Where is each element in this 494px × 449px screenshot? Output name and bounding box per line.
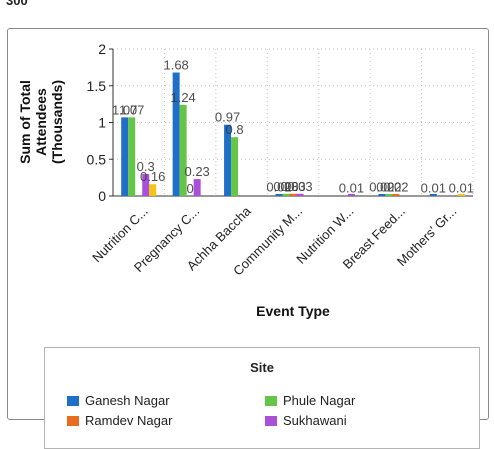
bar bbox=[296, 193, 304, 196]
data-label: 1.07 bbox=[119, 102, 144, 117]
data-label: 0.02 bbox=[383, 180, 408, 195]
data-label: 1.68 bbox=[163, 58, 188, 73]
y-axis-title-line: Attendees bbox=[33, 88, 49, 156]
legend-label: Phule Nagar bbox=[283, 393, 356, 408]
data-label: 0 bbox=[187, 181, 194, 196]
legend-swatch bbox=[265, 416, 277, 426]
legend: Site Ganesh Nagar Phule Nagar Ramdev Nagar… bbox=[44, 347, 480, 449]
x-axis-title: Event Type bbox=[256, 303, 330, 319]
y-tick-label: 0 bbox=[98, 188, 106, 204]
bar bbox=[289, 193, 297, 196]
bar bbox=[121, 117, 129, 196]
data-label: 0.3 bbox=[137, 159, 155, 174]
bar bbox=[378, 194, 386, 196]
bar bbox=[149, 184, 157, 196]
bar bbox=[429, 194, 437, 196]
data-label: 1.07 bbox=[112, 102, 137, 117]
legend-label: Ramdev Nagar bbox=[85, 413, 173, 428]
bar bbox=[231, 137, 239, 196]
data-label: 0.02 bbox=[266, 180, 291, 195]
y-tick-label: 2 bbox=[98, 41, 106, 57]
data-label: 0.8 bbox=[226, 122, 244, 137]
legend-title: Site bbox=[250, 360, 274, 375]
legend-swatch bbox=[67, 396, 79, 406]
data-label: 0.03 bbox=[273, 179, 298, 194]
bar bbox=[282, 193, 290, 196]
legend-label: Ganesh Nagar bbox=[85, 393, 170, 408]
y-tick-label: 1 bbox=[98, 115, 106, 131]
y-tick-label: 1.5 bbox=[87, 78, 107, 94]
data-label: 0.01 bbox=[339, 180, 364, 195]
data-label: 1.24 bbox=[170, 90, 195, 105]
bar bbox=[179, 104, 187, 196]
data-label: 0.01 bbox=[421, 180, 446, 195]
legend-item: Ganesh Nagar bbox=[67, 393, 170, 409]
legend-item: Sukhawani bbox=[265, 413, 347, 429]
bar bbox=[224, 124, 232, 196]
data-label: 0.01 bbox=[449, 180, 474, 195]
data-label: 0.97 bbox=[215, 110, 240, 125]
data-label: 0.16 bbox=[140, 169, 165, 184]
legend-label: Sukhawani bbox=[283, 413, 347, 428]
bar bbox=[172, 72, 180, 196]
y-axis-title: Sum of TotalAttendees(Thousands) bbox=[17, 80, 65, 164]
bar bbox=[193, 179, 201, 196]
bar bbox=[142, 173, 150, 196]
y-tick-label: 0.5 bbox=[87, 151, 107, 167]
bar bbox=[275, 194, 283, 196]
legend-swatch bbox=[265, 396, 277, 406]
bar-chart: 0 0.5 1 1.5 2 1.071.07 0.30.16 1.68 1.24 0.23 0 0.9… bbox=[17, 41, 474, 319]
bar bbox=[457, 194, 465, 196]
y-axis-title-line: (Thousands) bbox=[49, 80, 65, 164]
y-axis-title-line: Sum of Total bbox=[17, 80, 33, 164]
chart-panel: 0 0.5 1 1.5 2 1.07 1.07 0.3 0.16 1.68 1.24 0.23 0 0.9… bbox=[7, 28, 489, 449]
data-label: 0.03 bbox=[287, 179, 312, 194]
legend-swatch bbox=[67, 416, 79, 426]
bar bbox=[128, 117, 136, 196]
bar bbox=[392, 194, 400, 196]
top-cropped-text: 300 bbox=[6, 0, 28, 8]
data-label: 0.02 bbox=[376, 180, 401, 195]
legend-item: Phule Nagar bbox=[265, 393, 355, 409]
data-label: 0.02 bbox=[369, 180, 394, 195]
data-label: 0.23 bbox=[184, 164, 209, 179]
legend-item: Ramdev Nagar bbox=[67, 413, 172, 429]
data-label: 0.03 bbox=[280, 179, 305, 194]
bar bbox=[385, 194, 393, 196]
bar bbox=[347, 194, 355, 196]
